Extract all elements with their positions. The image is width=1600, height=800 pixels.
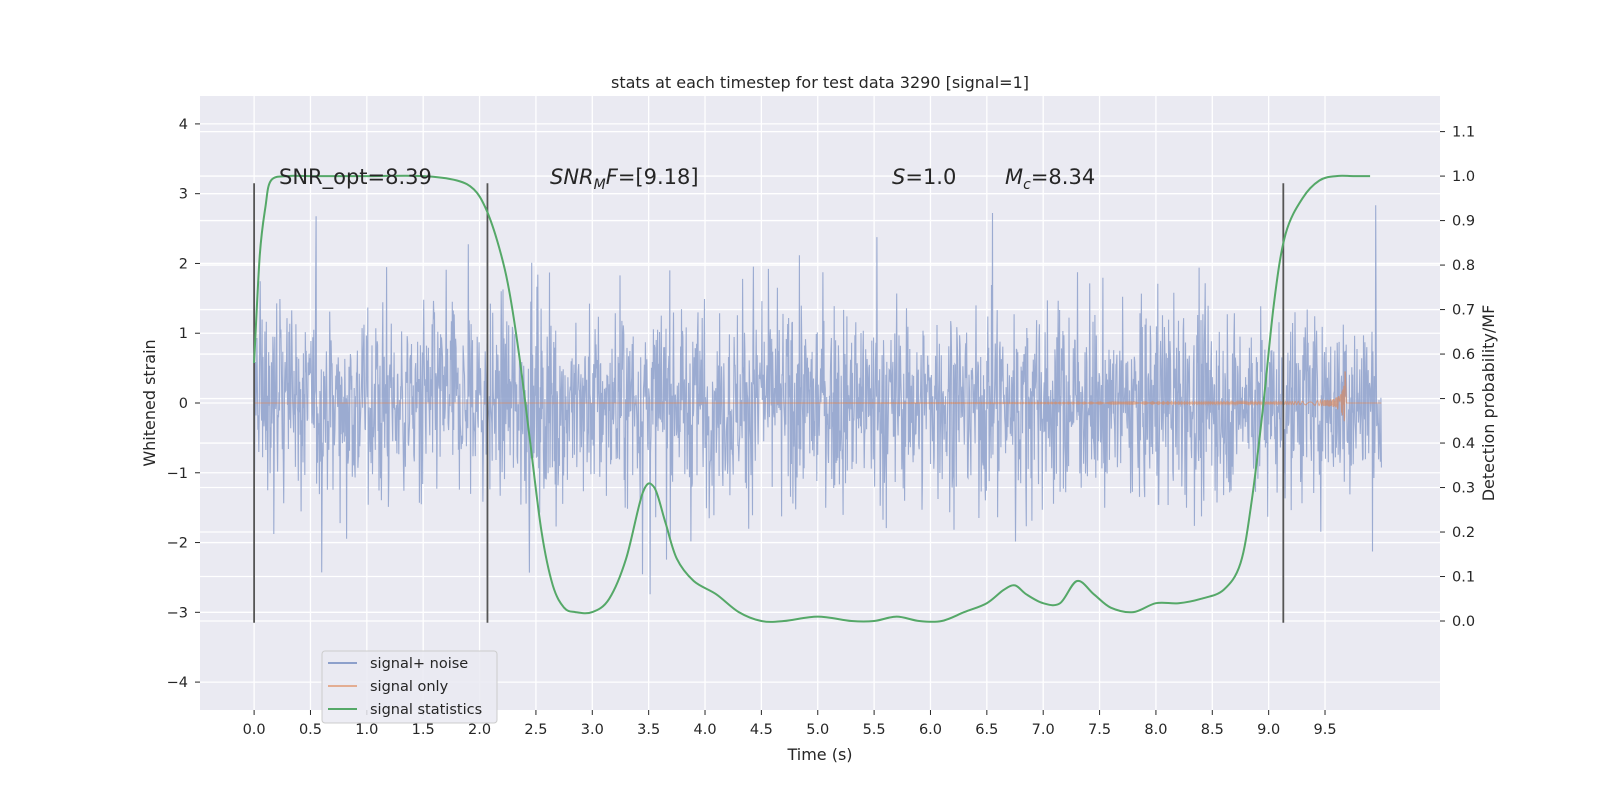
- signal-noise-line: [253, 205, 1382, 595]
- signal-only-line: [254, 371, 1382, 422]
- y-right-tick-label: 0.4: [1452, 436, 1475, 452]
- y-left-tick-label: 4: [179, 117, 188, 133]
- y-right-tick-label: 1.1: [1452, 125, 1475, 141]
- x-tick-label: 4.0: [693, 722, 716, 738]
- annot-snr-mf-value: =[9.18]: [618, 165, 699, 189]
- y-left-tick-label: 0: [179, 396, 188, 412]
- x-tick-label: 3.5: [637, 722, 660, 738]
- y-left-tick-label: 3: [179, 187, 188, 203]
- annotations: SNR_opt=8.39 SNRMF=[9.18] S=1.0 Mc=8.34: [279, 165, 1095, 193]
- y-right-tick-label: 1.0: [1452, 169, 1475, 185]
- y-right-tick-label: 0.6: [1452, 347, 1475, 363]
- x-ticks: 0.0 0.5 1.0 1.5 2.0 2.5 3.0 3.5 4.0 4.5 5.0 5.5 6.0 6…: [243, 710, 1337, 738]
- annot-mc: Mc=8.34: [1005, 165, 1095, 193]
- x-tick-label: 5.0: [806, 722, 829, 738]
- y-left-tick-label: 2: [179, 256, 188, 272]
- x-tick-label: 6.5: [975, 722, 998, 738]
- annot-snr-mf-sub: M: [594, 177, 606, 193]
- signal-noise-series: [253, 205, 1382, 595]
- annot-s-value: =1.0: [905, 165, 956, 189]
- y-left-tick-label: −2: [167, 536, 188, 552]
- x-tick-label: 3.0: [581, 722, 604, 738]
- signal-statistics-series: [253, 174, 1371, 623]
- x-tick-label: 2.0: [468, 722, 491, 738]
- x-tick-label: 9.5: [1313, 722, 1336, 738]
- y-right-tick-label: 0.7: [1452, 303, 1475, 319]
- x-axis-label: Time (s): [786, 745, 852, 764]
- x-tick-label: 8.5: [1201, 722, 1224, 738]
- annot-s: S=1.0: [892, 165, 956, 189]
- y-left-tick-label: 1: [179, 326, 188, 342]
- y-left-tick-label: −1: [167, 466, 188, 482]
- annot-mc-sub: c: [1023, 177, 1031, 193]
- annot-snr-mf: SNRMF=[9.18]: [550, 165, 699, 193]
- annot-snr-mf-tail: F: [606, 165, 619, 189]
- x-tick-label: 4.5: [750, 722, 773, 738]
- legend-box: [321, 650, 498, 724]
- x-tick-label: 7.0: [1032, 722, 1055, 738]
- y-right-tick-label: 0.1: [1452, 570, 1475, 586]
- y-right-tick-label: 0.2: [1452, 525, 1475, 541]
- annot-mc-main: M: [1005, 165, 1023, 189]
- x-tick-label: 0.0: [243, 722, 266, 738]
- signal-only-series: [254, 371, 1382, 422]
- x-tick-label: 7.5: [1088, 722, 1111, 738]
- annot-mc-value: =8.34: [1031, 165, 1095, 189]
- x-tick-label: 5.5: [863, 722, 886, 738]
- y-right-tick-label: 0.9: [1452, 214, 1475, 230]
- vertical-markers: [253, 183, 1285, 623]
- annot-s-label: S: [892, 165, 905, 189]
- y-right-tick-label: 0.5: [1452, 392, 1475, 408]
- legend-label-noise: signal+ noise: [370, 656, 468, 672]
- y-right-tick-label: 0.8: [1452, 258, 1475, 274]
- y-left-tick-label: −4: [167, 675, 188, 691]
- annot-snr-mf-main: SNR: [550, 165, 594, 189]
- annot-snr-opt: SNR_opt=8.39: [279, 165, 432, 190]
- legend-label-signal: signal only: [370, 679, 449, 695]
- right-y-axis-label: Detection probability/MF: [1479, 305, 1498, 502]
- chart-title: stats at each timestep for test data 329…: [611, 73, 1029, 92]
- right-y-ticks: 0.0 0.1 0.2 0.3 0.4 0.5 0.6 0.7 0.8 0.9 1.0 1.1: [1440, 125, 1475, 630]
- left-y-axis-label: Whitened strain: [140, 339, 159, 466]
- x-tick-label: 1.0: [355, 722, 378, 738]
- x-tick-label: 2.5: [524, 722, 547, 738]
- left-y-ticks: −4 −3 −2 −1 0 1 2 3 4: [167, 117, 200, 691]
- y-right-tick-label: 0.0: [1452, 614, 1475, 630]
- legend: signal+ noise signal only signal statist…: [321, 650, 498, 724]
- x-tick-label: 1.5: [412, 722, 435, 738]
- y-right-tick-label: 0.3: [1452, 481, 1475, 497]
- x-tick-label: 8.0: [1144, 722, 1167, 738]
- legend-label-stats: signal statistics: [370, 702, 482, 718]
- x-tick-label: 6.0: [919, 722, 942, 738]
- x-tick-label: 0.5: [299, 722, 322, 738]
- y-left-tick-label: −3: [167, 605, 188, 621]
- signal-statistics-line: [253, 174, 1371, 623]
- x-tick-label: 9.0: [1257, 722, 1280, 738]
